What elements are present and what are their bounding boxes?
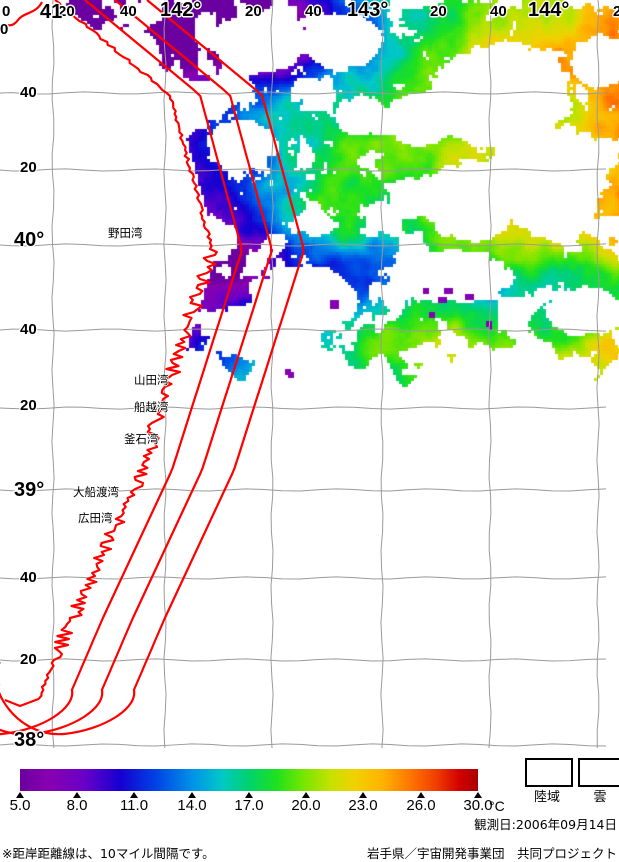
colorbar-tick-label-1: 8.0 <box>66 797 88 814</box>
left-axis-label-9: 20 <box>20 651 37 668</box>
map-area[interactable]: 0 20 40 142° 20 40 143° 20 40 144° 2 41 0 40 20 40° 40 20… <box>0 0 619 748</box>
left-axis-label-1: 0 <box>0 21 9 38</box>
top-axis-label-3: 142° <box>160 0 202 21</box>
colorbar-tick-label-5: 20.0 <box>291 797 321 814</box>
colorbar-tick-mark-1 <box>73 792 81 798</box>
top-axis-label-10: 2 <box>613 3 619 20</box>
top-axis-label-9: 144° <box>528 0 570 21</box>
colorbar-tick-label-3: 14.0 <box>177 797 207 814</box>
coastline-and-distance-contours <box>0 0 305 736</box>
top-axis-label-8: 40 <box>490 3 507 20</box>
colorbar-tick-mark-5 <box>302 792 310 798</box>
colorbar-tick-mark-7 <box>417 792 425 798</box>
colorbar-tick-mark-2 <box>130 792 138 798</box>
colorbar-tick-mark-3 <box>188 792 196 798</box>
left-axis-label-0: 41 <box>40 1 63 23</box>
top-axis-label-6: 143° <box>347 0 389 21</box>
bay-label-1: 山田湾 <box>134 373 169 387</box>
bay-label-5: 広田湾 <box>78 511 113 525</box>
colorbar-tick-label-0: 5.0 <box>9 797 31 814</box>
colorbar-tick-mark-4 <box>245 792 253 798</box>
legend-area: 5.0 8.0 11.0 14.0 17.0 20.0 23.0 26.0 30.0 °C 陸域… <box>0 748 619 861</box>
top-axis-label-7: 20 <box>430 3 447 20</box>
left-axis-label-2: 40 <box>20 84 37 101</box>
left-axis-label-5: 40 <box>20 321 37 338</box>
colorbar-tick-label-8: 30.0 <box>463 797 493 814</box>
left-axis-label-4: 40° <box>14 229 45 251</box>
colorbar-tick-mark-8 <box>474 792 482 798</box>
top-axis-label-5: 40 <box>305 3 322 20</box>
colorbar-tick-label-4: 17.0 <box>234 797 264 814</box>
map-labels: 0 20 40 142° 20 40 143° 20 40 144° 2 41 0 40 20 40° 40 20… <box>0 0 619 748</box>
sst-raster-layer <box>0 0 619 748</box>
bay-label-2: 船越湾 <box>134 400 169 414</box>
temperature-colorbar <box>20 769 478 791</box>
distance-line-note: ※距岸距離線は、10マイル間隔です。 <box>2 846 215 861</box>
top-axis-label-2: 40 <box>120 3 137 20</box>
left-axis-label-10: 38° <box>14 729 45 748</box>
key-swatch-0 <box>525 758 573 787</box>
observation-date: 観測日:2006年09月14日 <box>474 817 617 832</box>
left-axis-label-6: 20 <box>20 397 37 414</box>
key-label-1: 雲 <box>593 790 607 805</box>
colorbar-tick-label-2: 11.0 <box>119 797 149 814</box>
colorbar-tick-mark-6 <box>359 792 367 798</box>
left-axis-label-3: 20 <box>20 159 37 176</box>
bay-label-4: 大船渡湾 <box>73 485 119 499</box>
key-label-0: 陸域 <box>533 790 560 805</box>
colorbar-unit-label: °C <box>489 798 505 814</box>
left-axis-label-7: 39° <box>14 479 45 501</box>
bay-label-0: 野田湾 <box>108 226 143 240</box>
key-swatch-1 <box>578 758 619 787</box>
bay-label-3: 釜石湾 <box>124 432 159 446</box>
top-axis-label-0: 0 <box>2 3 11 20</box>
latlon-grid <box>0 0 607 748</box>
top-axis-label-1: 20 <box>58 3 75 20</box>
left-axis-label-8: 40 <box>20 569 37 586</box>
top-axis-label-4: 20 <box>245 3 262 20</box>
colorbar-tick-label-6: 23.0 <box>348 797 378 814</box>
project-credit: 岩手県／宇宙開発事業団 共同プロジェクト <box>366 846 617 861</box>
colorbar-tick-mark-0 <box>16 792 24 798</box>
colorbar-tick-label-7: 26.0 <box>406 797 436 814</box>
